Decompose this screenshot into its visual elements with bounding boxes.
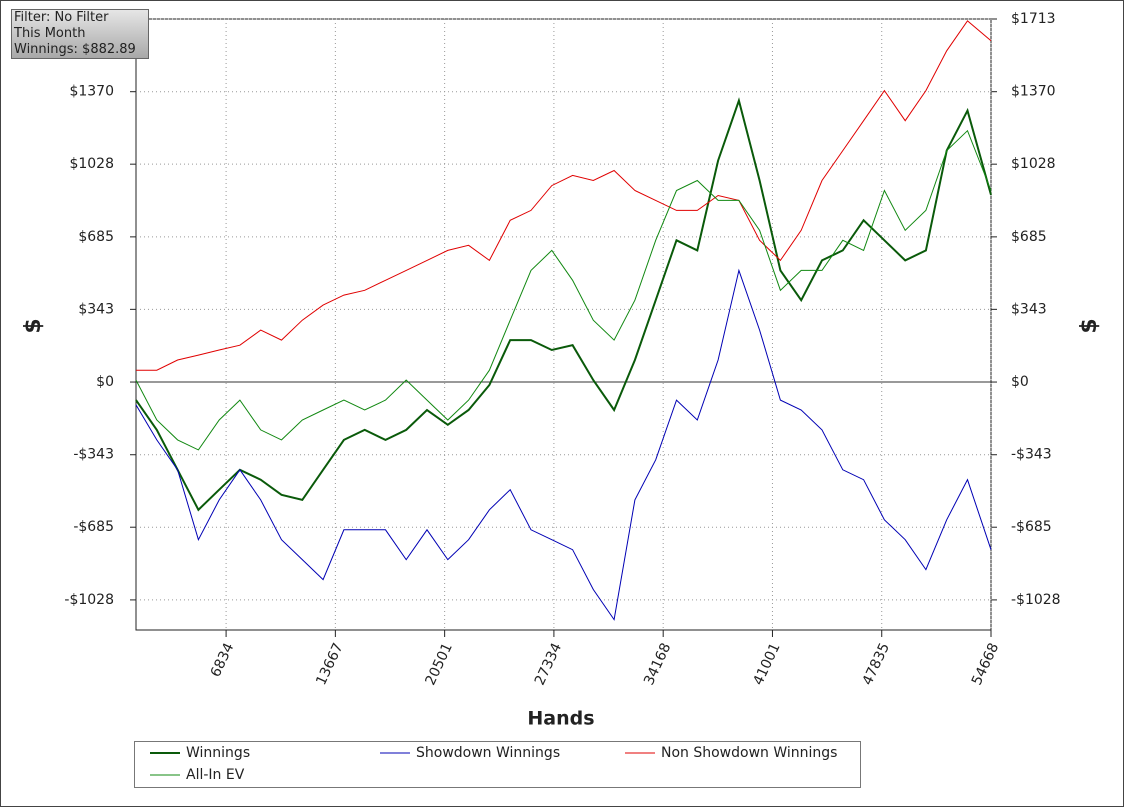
y-tick-label-right: $1370 — [1011, 84, 1056, 100]
filter-text: Filter: No Filter — [14, 10, 109, 25]
y-tick-label: -$1028 — [64, 592, 114, 608]
y-tick-label-right: -$1028 — [1011, 592, 1061, 608]
period-text: This Month — [14, 26, 86, 41]
series-line — [135, 97, 992, 512]
y-tick-label-right: $343 — [1011, 301, 1047, 317]
y-tick-label: $685 — [78, 229, 114, 245]
plot-area — [135, 18, 992, 631]
legend-label: Non Showdown Winnings — [661, 745, 837, 761]
y-tick-label: $0 — [96, 374, 114, 390]
y-tick-label: $1028 — [69, 156, 114, 172]
y-tick-label: -$343 — [73, 447, 114, 463]
info-box: Filter: No Filter This Month Winnings: $… — [11, 9, 149, 59]
series-line — [135, 268, 992, 621]
y-tick-label-right: $685 — [1011, 229, 1047, 245]
y-tick-label: $343 — [78, 301, 114, 317]
series-line — [136, 20, 992, 371]
y-tick-label-right: -$685 — [1011, 519, 1052, 535]
winnings-text: Winnings: $882.89 — [14, 42, 136, 57]
y-axis-label: $ — [21, 318, 46, 333]
series-line — [135, 129, 992, 451]
legend-label: Winnings — [186, 745, 250, 761]
y-tick-label: $1370 — [69, 84, 114, 100]
y-tick-label-right: -$343 — [1011, 447, 1052, 463]
legend-label: All-In EV — [186, 767, 245, 783]
y-tick-label-right: $0 — [1011, 374, 1029, 390]
y-tick-label-right: $1713 — [1011, 11, 1056, 27]
y-tick-label-right: $1028 — [1011, 156, 1056, 172]
x-axis-label: Hands — [527, 708, 594, 730]
legend — [134, 741, 861, 788]
y-axis-label-right: $ — [1077, 318, 1102, 333]
y-tick-label: -$685 — [73, 519, 114, 535]
legend-label: Showdown Winnings — [416, 745, 560, 761]
